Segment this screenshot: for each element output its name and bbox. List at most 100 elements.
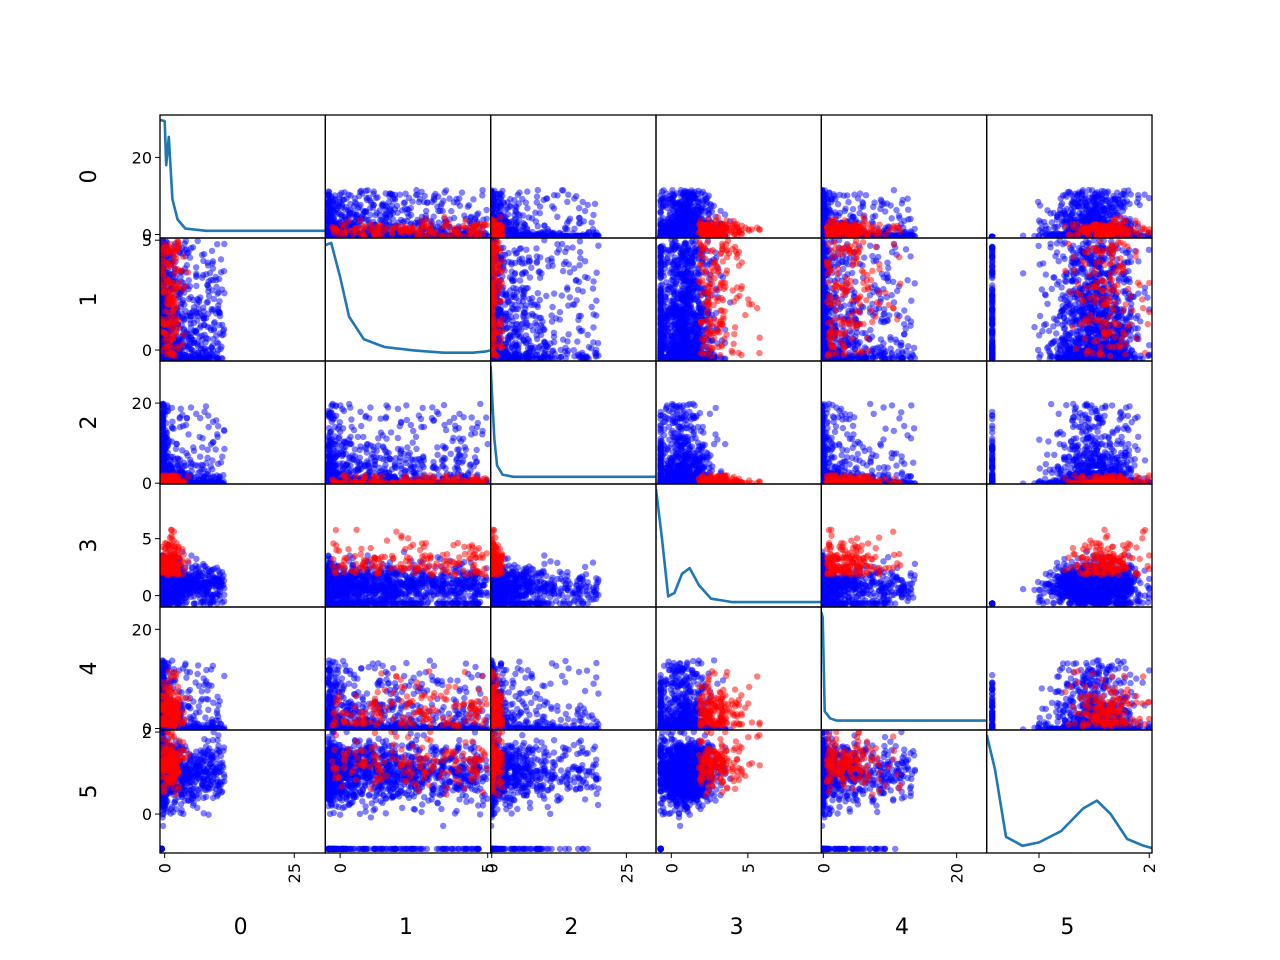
point-blue (681, 202, 687, 208)
point-blue (571, 226, 577, 232)
point-blue (535, 223, 541, 229)
point-blue (459, 189, 465, 195)
point-red (703, 224, 709, 230)
point-blue (431, 213, 437, 219)
point-blue (446, 195, 452, 201)
point-blue (524, 205, 530, 211)
point-red (398, 226, 404, 232)
point-blue (585, 202, 591, 208)
point-red (443, 223, 449, 229)
point-blue (889, 215, 895, 221)
point-blue (328, 207, 334, 213)
point-blue (363, 195, 369, 201)
point-blue (564, 226, 570, 232)
point-blue (676, 199, 682, 205)
point-blue (690, 196, 696, 202)
point-blue (554, 214, 560, 220)
point-blue (541, 223, 547, 229)
point-blue (703, 196, 709, 202)
point-red (479, 222, 485, 228)
point-red (718, 225, 724, 231)
point-blue (402, 206, 408, 212)
point-blue (565, 192, 571, 198)
point-blue (564, 220, 570, 226)
point-red (354, 225, 360, 231)
point-red (358, 217, 364, 223)
point-blue (657, 192, 663, 198)
point-blue (422, 193, 428, 199)
point-blue (535, 187, 541, 193)
point-blue (448, 208, 454, 214)
point-blue (392, 206, 398, 212)
point-red (734, 221, 740, 227)
point-blue (666, 196, 672, 202)
point-red (361, 224, 367, 230)
point-blue (438, 203, 444, 209)
point-blue (582, 208, 588, 214)
point-red (371, 232, 377, 238)
point-blue (564, 199, 570, 205)
point-blue (337, 199, 343, 205)
point-blue (409, 198, 415, 204)
point-blue (347, 192, 353, 198)
point-blue (505, 220, 511, 226)
point-blue (342, 207, 348, 213)
point-red (473, 222, 479, 228)
point-blue (532, 210, 538, 216)
point-red (375, 223, 381, 229)
point-red (749, 226, 755, 232)
point-blue (592, 201, 598, 207)
point-blue (491, 202, 497, 208)
point-blue (484, 216, 490, 222)
point-blue (325, 193, 331, 199)
point-blue (593, 229, 599, 235)
point-blue (325, 199, 331, 205)
point-blue (534, 193, 540, 199)
point-blue (431, 197, 437, 203)
point-blue (663, 224, 669, 230)
point-blue (691, 223, 697, 229)
point-blue (571, 195, 577, 201)
point-red (456, 224, 462, 230)
point-blue (497, 195, 503, 201)
point-red (706, 216, 712, 222)
point-blue (470, 196, 476, 202)
point-red (696, 230, 702, 236)
point-red (493, 224, 499, 230)
point-blue (551, 205, 557, 211)
point-blue (699, 204, 705, 210)
point-blue (689, 217, 695, 223)
point-blue (390, 216, 396, 222)
point-blue (519, 196, 525, 202)
point-red (388, 229, 394, 235)
point-blue (589, 219, 595, 225)
point-blue (413, 192, 419, 198)
point-blue (698, 190, 704, 196)
point-red (344, 227, 350, 233)
point-red (427, 225, 433, 231)
point-red (450, 229, 456, 235)
point-red (476, 229, 482, 235)
point-blue (402, 191, 408, 197)
point-blue (502, 206, 508, 212)
point-blue (371, 202, 377, 208)
point-blue (377, 207, 383, 213)
point-blue (332, 192, 338, 198)
point-blue (678, 193, 684, 199)
point-blue (863, 192, 869, 198)
point-blue (441, 189, 447, 195)
point-blue (667, 210, 673, 216)
point-blue (516, 217, 522, 223)
point-blue (453, 196, 459, 202)
point-blue (674, 218, 680, 224)
point-red (497, 214, 503, 220)
point-red (422, 221, 428, 227)
point-blue (421, 199, 427, 205)
point-blue (483, 207, 489, 213)
point-blue (590, 212, 596, 218)
point-blue (479, 187, 485, 193)
point-blue (534, 199, 540, 205)
point-red (409, 224, 415, 230)
point-red (330, 225, 336, 231)
